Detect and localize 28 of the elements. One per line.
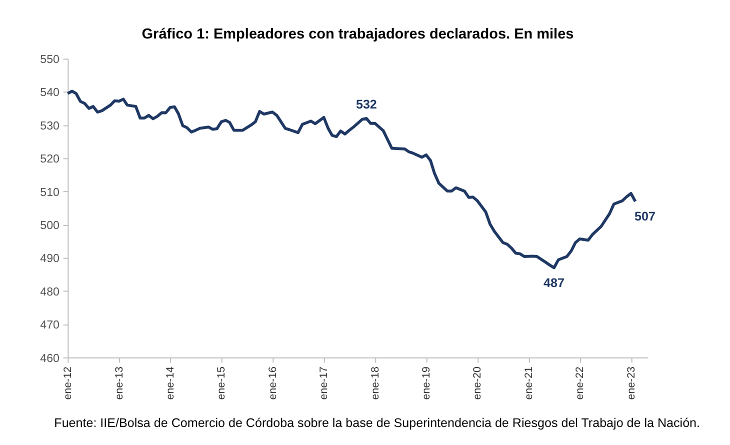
- y-tick-label: 530: [40, 119, 60, 132]
- line-series: [66, 90, 637, 270]
- y-tick-label: 520: [40, 152, 60, 166]
- x-tick-label: ene-19: [420, 366, 433, 400]
- source-note: Fuente: IIE/Bolsa de Comercio de Córdoba sobre la base de Superintendencia de Riesgos del Trabajo de la Nación.: [54, 416, 700, 430]
- y-tick-label: 490: [40, 252, 60, 266]
- y-tick-label: 500: [40, 218, 60, 232]
- x-tick-label: ene-18: [369, 366, 382, 400]
- y-tick-label: 540: [40, 86, 60, 100]
- x-tick-label: ene-22: [574, 366, 586, 400]
- y-tick-label: 550: [40, 52, 60, 66]
- x-tick-label: ene-16: [266, 366, 279, 400]
- x-tick-label: ene-14: [164, 366, 177, 400]
- x-tick-label: ene-21: [523, 366, 536, 400]
- y-tick-label: 510: [40, 186, 60, 199]
- chart-title: Gráfico 1: Empleadores con trabajadores declarados. En miles: [142, 26, 574, 42]
- x-tick-label: ene-12: [62, 366, 74, 400]
- x-tick-label: ene-17: [318, 366, 330, 400]
- y-tick-label: 460: [40, 352, 60, 365]
- y-tick-label: 480: [40, 285, 60, 298]
- annotation: 507: [634, 210, 656, 224]
- x-tick-label: ene-13: [113, 366, 126, 400]
- annotation: 487: [544, 276, 565, 290]
- y-tick-label: 470: [40, 318, 60, 332]
- x-tick-label: ene-20: [472, 366, 484, 400]
- annotation: 532: [356, 98, 377, 112]
- x-tick-label: ene-23: [625, 366, 638, 400]
- x-tick-label: ene-15: [216, 366, 228, 400]
